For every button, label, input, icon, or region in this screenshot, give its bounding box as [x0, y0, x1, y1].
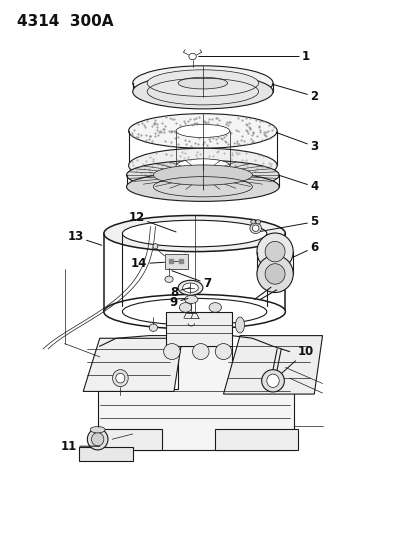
Ellipse shape	[264, 264, 285, 284]
Ellipse shape	[249, 223, 261, 233]
Text: 6: 6	[293, 241, 318, 257]
Ellipse shape	[128, 148, 276, 183]
Text: 11: 11	[61, 440, 100, 453]
Ellipse shape	[209, 303, 221, 312]
Ellipse shape	[266, 374, 278, 387]
Ellipse shape	[126, 172, 278, 201]
Polygon shape	[223, 336, 322, 394]
Ellipse shape	[133, 74, 272, 109]
Ellipse shape	[255, 220, 260, 224]
Ellipse shape	[256, 255, 292, 293]
Ellipse shape	[87, 429, 108, 450]
Ellipse shape	[163, 344, 180, 360]
Text: 3: 3	[275, 133, 318, 153]
Text: 5: 5	[260, 215, 318, 231]
Ellipse shape	[128, 114, 276, 148]
Ellipse shape	[252, 225, 259, 231]
Ellipse shape	[152, 244, 157, 249]
Ellipse shape	[250, 220, 255, 224]
Ellipse shape	[188, 53, 196, 60]
Polygon shape	[79, 447, 133, 461]
Ellipse shape	[179, 303, 191, 312]
Ellipse shape	[149, 324, 157, 332]
Text: 1: 1	[198, 50, 309, 63]
Ellipse shape	[133, 66, 272, 100]
Ellipse shape	[256, 233, 292, 270]
Ellipse shape	[176, 124, 229, 138]
Polygon shape	[215, 429, 297, 450]
Ellipse shape	[215, 344, 231, 360]
Ellipse shape	[91, 433, 104, 446]
Text: 9: 9	[169, 296, 188, 309]
Ellipse shape	[192, 344, 209, 360]
Ellipse shape	[182, 283, 198, 293]
Ellipse shape	[235, 317, 244, 333]
Ellipse shape	[112, 369, 128, 386]
Ellipse shape	[184, 295, 197, 303]
Ellipse shape	[116, 373, 125, 383]
Ellipse shape	[147, 70, 258, 96]
Ellipse shape	[178, 280, 202, 295]
Polygon shape	[97, 429, 161, 450]
Text: 13: 13	[67, 230, 102, 245]
Polygon shape	[97, 346, 293, 450]
Ellipse shape	[90, 426, 105, 433]
Ellipse shape	[178, 77, 227, 89]
Text: 12: 12	[128, 211, 176, 232]
Ellipse shape	[176, 159, 229, 172]
Ellipse shape	[104, 215, 285, 252]
Text: 2: 2	[271, 84, 318, 103]
Ellipse shape	[104, 294, 285, 329]
Ellipse shape	[122, 220, 266, 247]
Text: 4314  300A: 4314 300A	[17, 14, 114, 29]
Text: 10: 10	[281, 345, 313, 373]
Ellipse shape	[164, 276, 173, 282]
Bar	[164, 254, 187, 269]
Text: 14: 14	[131, 257, 164, 270]
Polygon shape	[83, 338, 182, 391]
Ellipse shape	[153, 165, 252, 185]
Text: 7: 7	[171, 271, 211, 290]
Text: 8: 8	[169, 286, 189, 298]
Ellipse shape	[261, 369, 284, 392]
Ellipse shape	[126, 160, 278, 190]
Ellipse shape	[264, 241, 285, 262]
Text: 4: 4	[278, 175, 318, 193]
Polygon shape	[165, 312, 231, 346]
